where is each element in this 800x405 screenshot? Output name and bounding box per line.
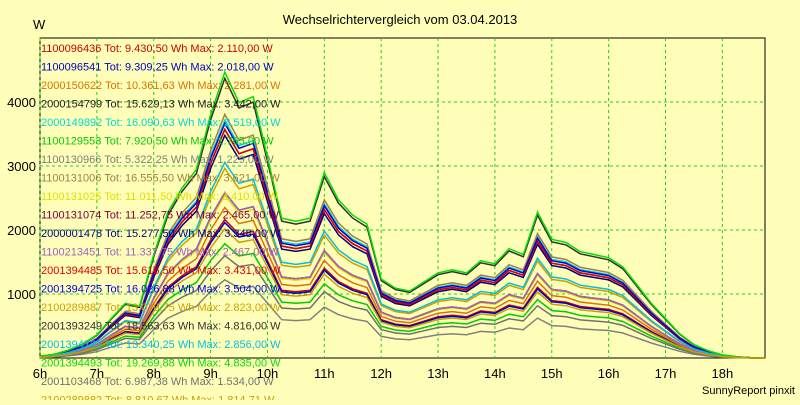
series-line-6 bbox=[39, 278, 766, 359]
legend-entry-0: 1100096436 Tot: 9.430,50 Wh Max: 2.110,0… bbox=[41, 43, 273, 55]
series-lines bbox=[39, 70, 766, 359]
series-line-17 bbox=[39, 70, 766, 359]
legend-entry-2: 2000150622 Tot: 10.361,63 Wh Max: 2.281,… bbox=[41, 80, 281, 92]
x-tick-label: 12h bbox=[370, 366, 392, 381]
x-tick-label: 18h bbox=[712, 366, 734, 381]
legend-entry-17: 2001394493 Tot: 19.269,88 Wh Max: 4.835,… bbox=[41, 358, 281, 370]
y-tick-label: 1000 bbox=[7, 287, 36, 302]
legend-entry-9: 1100131074 Tot: 11.252,75 Wh Max: 2.465,… bbox=[41, 210, 280, 222]
series-line-10 bbox=[39, 133, 766, 359]
x-tick-label: 8h bbox=[146, 366, 160, 381]
legend-entry-14: 2100289887 Tot: 13.070,75 Wh Max: 2.823,… bbox=[41, 302, 281, 314]
legend-entry-18: 2001103468 Tot: 6.987,38 Wh Max: 1.534,0… bbox=[41, 376, 274, 388]
series-line-5 bbox=[39, 242, 766, 359]
x-tick-label: 7h bbox=[90, 366, 104, 381]
legend-entry-16: 2001394723 Tot: 13.340,25 Wh Max: 2.856,… bbox=[41, 339, 281, 351]
legend-entry-1: 1100096541 Tot: 9.309,25 Wh Max: 2.018,0… bbox=[41, 62, 274, 74]
legend-entry-3: 2000154799 Tot: 15.629,13 Wh Max: 3.442,… bbox=[41, 99, 281, 111]
legend-entry-5: 1100129553 Tot: 7.920,50 Wh Max: 1.765,0… bbox=[41, 136, 274, 148]
x-tick-label: 16h bbox=[598, 366, 620, 381]
legend-entry-4: 2000149892 Tot: 16.090,63 Wh Max: 3.519,… bbox=[41, 117, 281, 129]
series-line-13 bbox=[39, 121, 766, 359]
y-tick-label: 2000 bbox=[7, 223, 36, 238]
legend-entry-13: 2001394725 Tot: 16.026,88 Wh Max: 3.504,… bbox=[41, 284, 281, 296]
chart-title: Wechselrichtervergleich vom 03.04.2013 bbox=[283, 12, 518, 27]
series-line-19 bbox=[39, 227, 766, 359]
x-tick-label: 9h bbox=[203, 366, 217, 381]
legend-entry-7: 1100131006 Tot: 16.555,50 Wh Max: 3.621,… bbox=[41, 173, 280, 185]
y-tick-label: 3000 bbox=[7, 159, 36, 174]
legend-entry-11: 1100213451 Tot: 11.337,75 Wh Max: 2.467,… bbox=[41, 247, 280, 259]
series-line-12 bbox=[39, 127, 766, 359]
x-axis-ticks: 6h 7h 8h 9h 10h 11h 12h 13h 14h 15h 16h 17h 18h bbox=[33, 366, 733, 381]
x-tick-label: 11h bbox=[314, 366, 335, 381]
x-tick-label: 15h bbox=[541, 366, 563, 381]
legend-entry-15: 2001393249 Tot: 18.563,63 Wh Max: 4.816,… bbox=[41, 321, 281, 333]
x-tick-label: 10h bbox=[257, 366, 279, 381]
x-tick-label: 14h bbox=[484, 366, 506, 381]
series-line-7 bbox=[39, 112, 766, 359]
series-line-2 bbox=[39, 206, 766, 359]
series-line-14 bbox=[39, 167, 766, 359]
series-line-18 bbox=[39, 254, 766, 359]
series-line-15 bbox=[39, 76, 766, 359]
series-line-1 bbox=[39, 221, 766, 359]
x-tick-label: 13h bbox=[427, 366, 449, 381]
legend-entry-6: 1100130966 Tot: 5.322,25 Wh Max: 1.229,0… bbox=[41, 154, 274, 166]
legend-entry-12: 2001394485 Tot: 15.616,50 Wh Max: 3.431,… bbox=[41, 265, 281, 277]
y-axis-ticks: 1000 2000 3000 4000 bbox=[7, 95, 36, 302]
legend-entry-10: 2000001478 Tot: 15.277,50 Wh Max: 3.348,… bbox=[41, 228, 281, 240]
y-axis-label: W bbox=[33, 17, 46, 32]
y-tick-label: 4000 bbox=[7, 95, 36, 110]
footer-text: SunnyReport pinxit bbox=[702, 385, 795, 397]
legend-entry-19: 2100289882 Tot: 8.810,67 Wh Max: 1.814,7… bbox=[41, 395, 275, 401]
legend-entry-8: 1100131025 Tot: 11.011,50 Wh Max: 2.410,… bbox=[41, 191, 279, 203]
x-tick-label: 17h bbox=[655, 366, 677, 381]
x-tick-label: 6h bbox=[33, 366, 47, 381]
series-line-11 bbox=[39, 191, 766, 359]
series-line-16 bbox=[39, 161, 766, 359]
